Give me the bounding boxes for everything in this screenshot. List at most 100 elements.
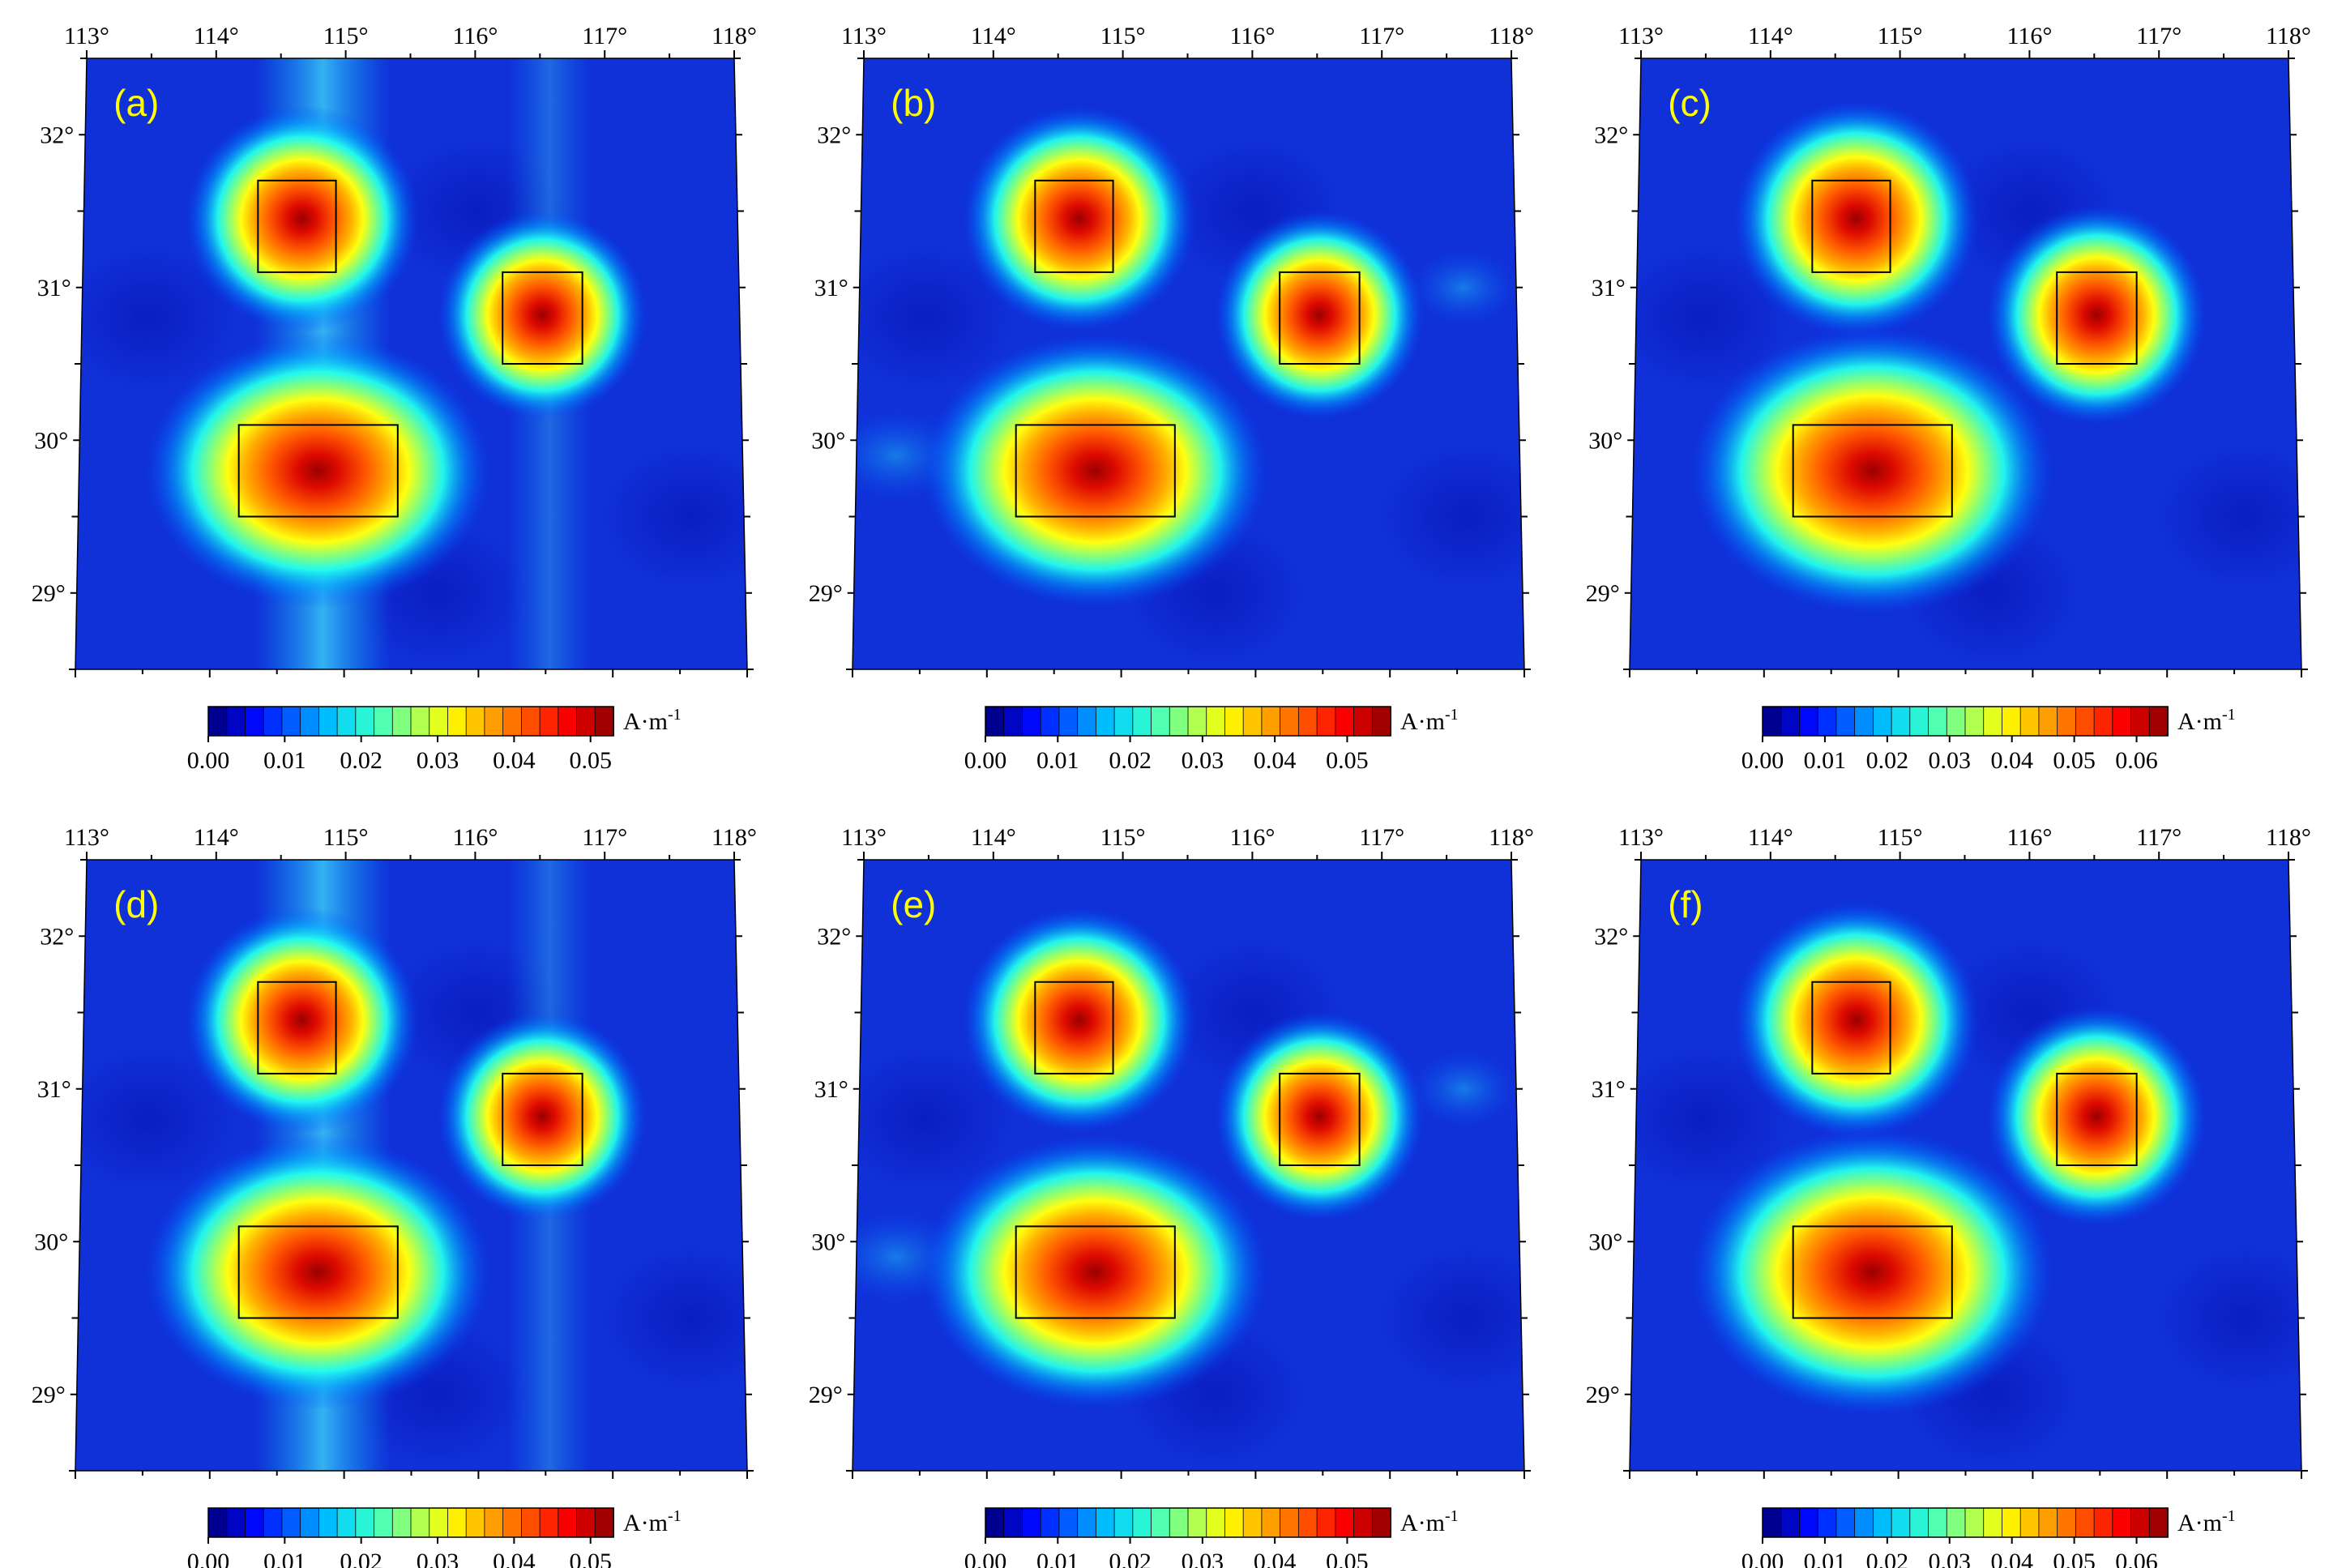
lat-tick-label: 29° <box>1586 1382 1620 1408</box>
colorbar-tick-label: 0.01 <box>1804 747 1847 774</box>
anomaly-peak <box>1985 204 2207 426</box>
lat-tick-label: 30° <box>811 427 845 454</box>
colorbar: 0.00 0.01 0.02 0.03 0.04 0.05 A·m-1 <box>187 1507 682 1568</box>
colorbar-tick-label: 0.05 <box>2053 1549 2096 1568</box>
lon-tick-label: 118° <box>1489 824 1534 851</box>
lon-tick-label: 116° <box>452 23 498 49</box>
colorbar-tick-label: 0.03 <box>1182 747 1224 774</box>
lon-tick-label: 117° <box>582 824 627 851</box>
lon-tick-label: 114° <box>971 824 1016 851</box>
lon-tick-label: 115° <box>323 824 369 851</box>
lat-tick-label: 31° <box>1592 1076 1626 1103</box>
colorbar: 0.00 0.01 0.02 0.03 0.04 0.05 A·m-1 <box>187 706 682 774</box>
panel-e: 113° 114° 115° 116° 117° 118° 29° 30° 31° 32° (e) 0… <box>809 824 1534 1568</box>
anomaly-peak <box>921 332 1270 609</box>
colorbar-tick-label: 0.06 <box>2115 747 2158 774</box>
lat-tick-label: 31° <box>1592 275 1626 301</box>
upper-left-source-box <box>1811 981 1891 1075</box>
lat-tick-label: 31° <box>37 1076 71 1103</box>
right-source-box <box>502 1072 583 1167</box>
lon-tick-label: 114° <box>1748 23 1793 49</box>
colorbar-tick-label: 0.03 <box>1182 1549 1224 1568</box>
lon-tick-label: 117° <box>582 23 627 49</box>
upper-left-source-box <box>257 981 337 1075</box>
colorbar-tick-label: 0.04 <box>1254 747 1297 774</box>
panel-label: (c) <box>1668 82 1711 124</box>
colorbar-tick-label: 0.04 <box>1254 1549 1297 1568</box>
anomaly-field <box>1630 99 2301 666</box>
lon-tick-label: 117° <box>2136 824 2182 851</box>
panel-f: 113° 114° 115° 116° 117° 118° 29° 30° 31° 32° (f) 0… <box>1586 824 2311 1568</box>
lon-tick-label: 118° <box>2266 23 2311 49</box>
lat-tick-label: 32° <box>1594 122 1628 148</box>
anomaly-peak <box>1985 1006 2207 1228</box>
anomaly-field <box>75 860 747 1471</box>
anomaly-peak <box>143 1134 493 1410</box>
colorbar-tick-label: 0.02 <box>1109 1549 1152 1568</box>
colorbar-tick-label: 0.05 <box>1326 747 1369 774</box>
colorbar-tick-label: 0.05 <box>569 747 612 774</box>
colorbar-tick-label: 0.01 <box>263 747 306 774</box>
colorbar-tick-label: 0.00 <box>964 1549 1007 1568</box>
lat-tick-label: 32° <box>40 122 74 148</box>
colorbar-tick-label: 0.05 <box>1326 1549 1369 1568</box>
lon-tick-label: 113° <box>841 824 887 851</box>
panel-c: 113° 114° 115° 116° 117° 118° 29° 30° 31° 32° (c) 0… <box>1586 23 2311 774</box>
lat-tick-label: 30° <box>34 1228 68 1255</box>
colorbar-unit-label: A·m-1 <box>623 1507 682 1536</box>
colorbar-tick-label: 0.02 <box>1866 747 1909 774</box>
lon-tick-label: 116° <box>2006 824 2052 851</box>
colorbar: 0.00 0.01 0.02 0.03 0.04 0.05 A·m-1 <box>964 706 1459 774</box>
lat-tick-label: 32° <box>1594 923 1628 950</box>
lon-tick-label: 113° <box>841 23 887 49</box>
upper-left-source-box <box>1811 179 1891 273</box>
lon-tick-label: 113° <box>1618 23 1664 49</box>
colorbar-tick-label: 0.01 <box>1036 747 1079 774</box>
anomaly-peak <box>1733 900 1981 1139</box>
colorbar-tick-label: 0.02 <box>1109 747 1152 774</box>
colorbar-tick-label: 0.03 <box>417 747 459 774</box>
anomaly-peak <box>184 105 420 332</box>
anomaly-peak <box>961 105 1197 332</box>
right-source-box <box>1279 271 1361 365</box>
lon-tick-label: 114° <box>1748 824 1793 851</box>
colorbar: 0.00 0.01 0.02 0.03 0.04 0.05 0.06 A·m-1 <box>1741 1507 2236 1568</box>
lower-source-box <box>237 1225 399 1319</box>
anomaly-field <box>1630 900 2301 1468</box>
colorbar-tick-label: 0.01 <box>263 1549 306 1568</box>
lon-tick-label: 115° <box>1878 23 1923 49</box>
lat-tick-label: 29° <box>32 580 66 607</box>
lat-tick-label: 31° <box>37 275 71 301</box>
panel-label: (e) <box>891 883 936 925</box>
lat-tick-label: 32° <box>817 923 851 950</box>
colorbar-tick-label: 0.00 <box>187 747 230 774</box>
upper-left-source-box <box>257 179 337 273</box>
colorbar-tick-label: 0.04 <box>1990 1549 2033 1568</box>
anomaly-peak <box>1214 209 1425 421</box>
lat-tick-label: 30° <box>1588 427 1622 454</box>
panel-d: 113° 114° 115° 116° 117° 118° 29° 30° 31° 32° (d) 0… <box>32 824 757 1568</box>
lon-tick-label: 115° <box>1100 23 1146 49</box>
anomaly-peak <box>1689 326 2056 616</box>
anomaly-peak <box>921 1134 1270 1410</box>
lon-tick-label: 118° <box>712 23 757 49</box>
right-source-box <box>2056 1072 2138 1167</box>
lon-tick-label: 118° <box>712 824 757 851</box>
colorbar-tick-label: 0.00 <box>187 1549 230 1568</box>
panel-label: (a) <box>113 82 159 124</box>
colorbar-tick-label: 0.00 <box>1741 747 1784 774</box>
colorbar-tick-label: 0.02 <box>340 1549 382 1568</box>
lon-tick-label: 114° <box>194 23 239 49</box>
lower-source-box <box>1792 424 1953 518</box>
lon-tick-label: 116° <box>2006 23 2052 49</box>
lat-tick-label: 32° <box>40 923 74 950</box>
colorbar-unit-label: A·m-1 <box>2177 706 2236 735</box>
colorbar-tick-label: 0.06 <box>2115 1549 2158 1568</box>
panel-label: (d) <box>113 883 159 925</box>
anomaly-peak <box>184 906 420 1134</box>
anomaly-field <box>853 906 1524 1468</box>
panel-label: (b) <box>891 82 936 124</box>
colorbar-unit-label: A·m-1 <box>623 706 682 735</box>
lon-tick-label: 116° <box>1229 23 1275 49</box>
